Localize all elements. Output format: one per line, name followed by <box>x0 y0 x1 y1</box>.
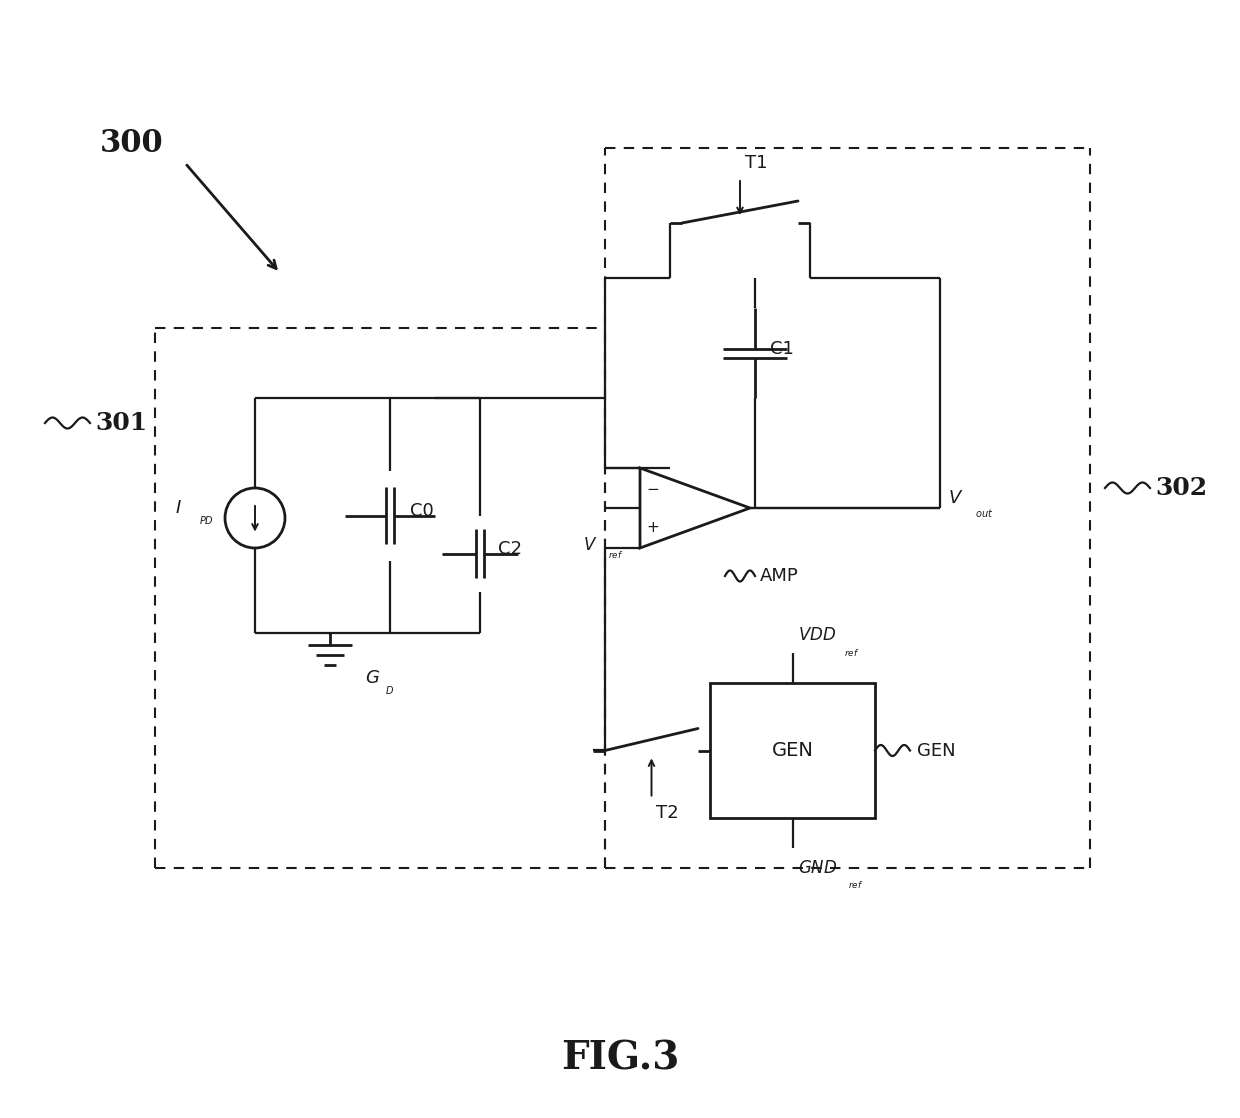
Text: T1: T1 <box>745 154 768 172</box>
Text: 301: 301 <box>95 411 148 435</box>
Text: 300: 300 <box>100 127 164 159</box>
Text: $_{PD}$: $_{PD}$ <box>198 513 215 527</box>
Text: C0: C0 <box>410 502 434 521</box>
Text: $_{ref}$: $_{ref}$ <box>848 878 864 891</box>
Polygon shape <box>711 683 875 818</box>
Text: $+$: $+$ <box>646 521 660 536</box>
Polygon shape <box>640 468 750 548</box>
Text: C2: C2 <box>498 540 522 559</box>
Text: GEN: GEN <box>771 741 813 760</box>
Text: $_{D}$: $_{D}$ <box>384 683 394 697</box>
Text: C1: C1 <box>770 340 794 358</box>
Text: $_{ref}$: $_{ref}$ <box>844 644 859 657</box>
Text: $G$: $G$ <box>365 669 379 686</box>
Text: AMP: AMP <box>760 567 799 585</box>
Text: FIG.3: FIG.3 <box>560 1039 680 1077</box>
Text: T2: T2 <box>656 804 680 822</box>
Text: $VDD$: $VDD$ <box>797 626 836 644</box>
Text: $-$: $-$ <box>646 481 660 495</box>
Text: GEN: GEN <box>918 741 956 759</box>
Text: $_{out}$: $_{out}$ <box>975 506 993 520</box>
Text: $V$: $V$ <box>583 536 596 555</box>
Text: $V$: $V$ <box>949 489 963 506</box>
Text: 302: 302 <box>1154 476 1207 500</box>
Text: $GND$: $GND$ <box>797 859 837 877</box>
Text: $I$: $I$ <box>175 499 182 517</box>
Text: $_{ref}$: $_{ref}$ <box>608 548 624 560</box>
